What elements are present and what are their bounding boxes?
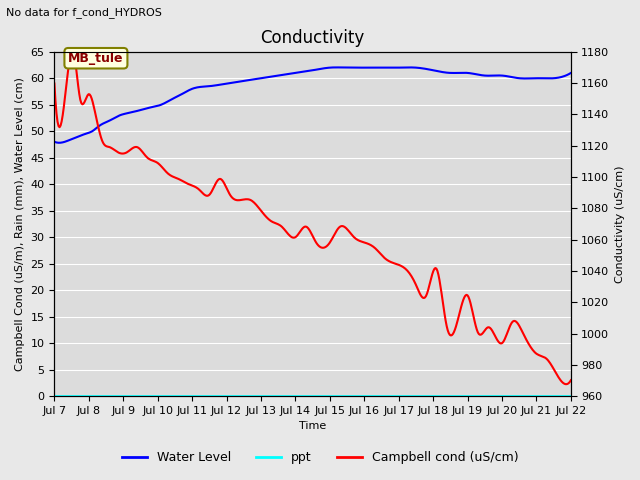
Y-axis label: Campbell Cond (uS/m), Rain (mm), Water Level (cm): Campbell Cond (uS/m), Rain (mm), Water L… [15,77,25,371]
Text: MB_tule: MB_tule [68,52,124,65]
Y-axis label: Conductivity (uS/cm): Conductivity (uS/cm) [615,165,625,283]
X-axis label: Time: Time [299,421,326,432]
Title: Conductivity: Conductivity [260,29,365,48]
Legend: Water Level, ppt, Campbell cond (uS/cm): Water Level, ppt, Campbell cond (uS/cm) [116,446,524,469]
Text: No data for f_cond_HYDROS: No data for f_cond_HYDROS [6,7,163,18]
